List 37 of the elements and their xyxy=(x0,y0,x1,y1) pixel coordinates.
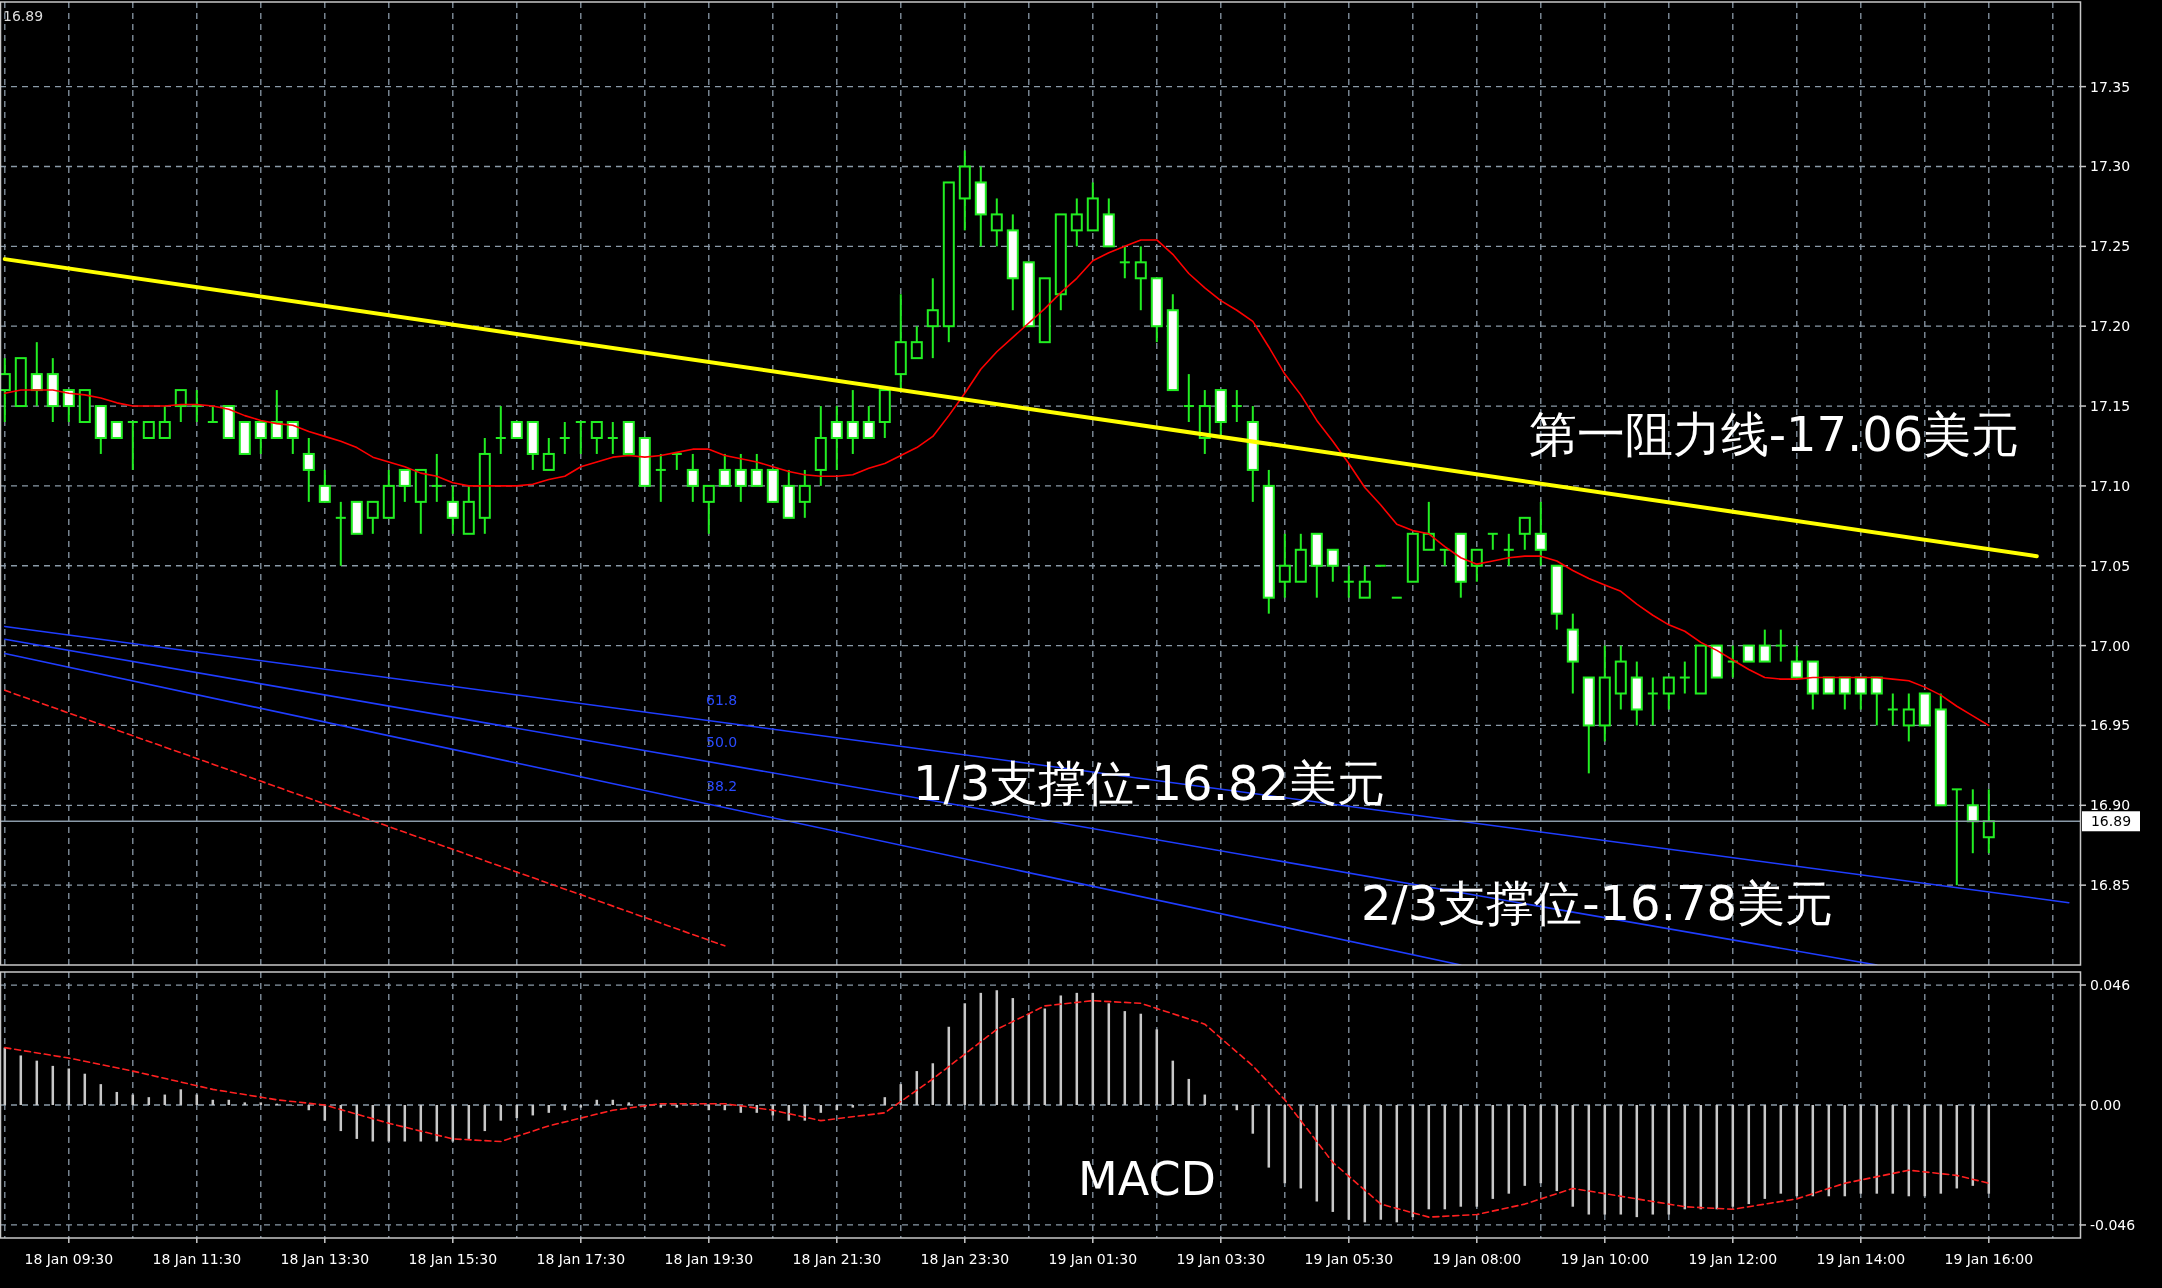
x-tick-label: 19 Jan 12:00 xyxy=(1688,1251,1778,1267)
y-tick-label: 17.10 xyxy=(2090,477,2131,494)
y-tick-label: 17.35 xyxy=(2090,78,2131,95)
x-tick-label: 19 Jan 08:00 xyxy=(1432,1251,1522,1267)
x-tick-label: 18 Jan 23:30 xyxy=(920,1251,1010,1267)
y-tick-label: 17.15 xyxy=(2090,398,2131,415)
annotation: MACD xyxy=(1078,1152,1216,1206)
x-tick-label: 18 Jan 13:30 xyxy=(280,1251,370,1267)
x-tick-label: 18 Jan 19:30 xyxy=(664,1251,754,1267)
annotation: 第一阻力线-17.06美元 xyxy=(1528,406,2020,462)
y-tick-label: 16.95 xyxy=(2090,717,2131,734)
y-tick-label: 17.00 xyxy=(2090,637,2131,654)
x-tick-label: 19 Jan 01:30 xyxy=(1048,1251,1138,1267)
annotation: 61.8 xyxy=(706,692,738,708)
y-tick-label: 17.05 xyxy=(2090,557,2131,574)
y-tick-label: 0.046 xyxy=(2090,977,2131,994)
x-tick-label: 18 Jan 17:30 xyxy=(536,1251,626,1267)
x-tick-label: 18 Jan 09:30 xyxy=(24,1251,114,1267)
y-tick-label: 16.90 xyxy=(2090,797,2131,814)
annotation: 38.2 xyxy=(706,778,738,794)
annotation: 50.0 xyxy=(706,734,738,750)
y-tick-label: 17.30 xyxy=(2090,158,2131,175)
annotation: 16.89 xyxy=(3,8,44,24)
x-tick-label: 19 Jan 05:30 xyxy=(1304,1251,1394,1267)
y-tick-label: 16.85 xyxy=(2090,877,2131,894)
x-tick-label: 18 Jan 15:30 xyxy=(408,1251,498,1267)
x-tick-label: 19 Jan 14:00 xyxy=(1816,1251,1906,1267)
ref-line-label: 16.89 xyxy=(2090,813,2132,830)
y-tick-label: 17.20 xyxy=(2090,318,2131,335)
x-tick-label: 19 Jan 16:00 xyxy=(1944,1251,2034,1267)
x-tick-label: 18 Jan 11:30 xyxy=(152,1251,242,1267)
x-tick-label: 18 Jan 21:30 xyxy=(792,1251,882,1267)
x-tick-label: 19 Jan 03:30 xyxy=(1176,1251,1266,1267)
y-tick-label: -0.046 xyxy=(2090,1216,2136,1233)
y-tick-label: 0.00 xyxy=(2090,1097,2122,1113)
x-tick-label: 19 Jan 10:00 xyxy=(1560,1251,1650,1267)
y-tick-label: 17.25 xyxy=(2090,238,2131,255)
